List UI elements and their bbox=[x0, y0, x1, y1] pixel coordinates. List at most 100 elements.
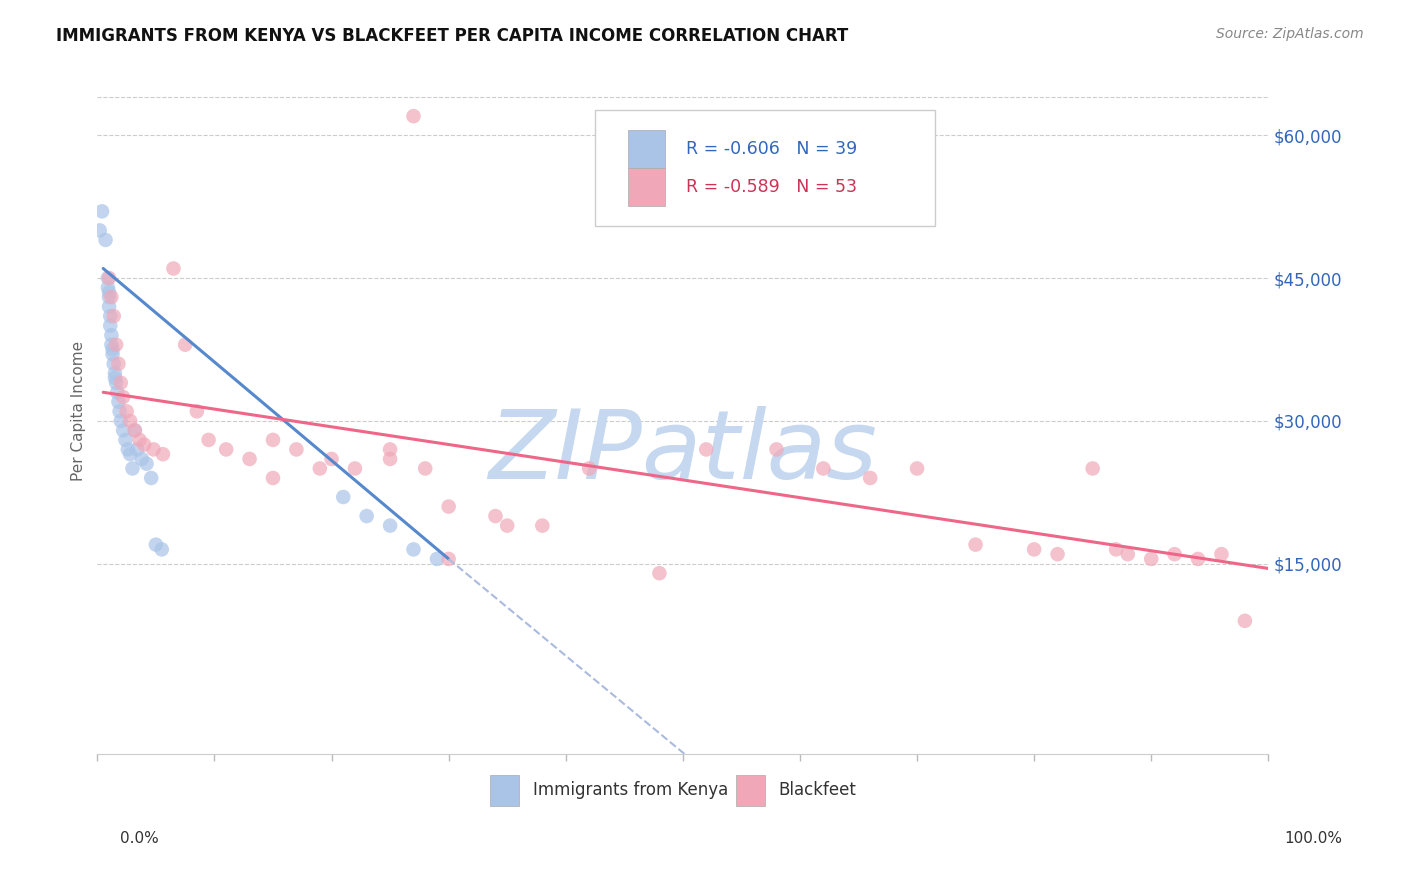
Point bbox=[91, 204, 114, 219]
Point bbox=[648, 566, 671, 581]
FancyBboxPatch shape bbox=[628, 168, 665, 206]
Point bbox=[98, 290, 121, 304]
Point bbox=[121, 461, 143, 475]
Point bbox=[103, 357, 125, 371]
Text: R = -0.589   N = 53: R = -0.589 N = 53 bbox=[686, 178, 858, 195]
FancyBboxPatch shape bbox=[735, 774, 765, 805]
Point bbox=[115, 404, 138, 418]
Text: ZIPatlas: ZIPatlas bbox=[488, 406, 877, 499]
Point bbox=[117, 442, 139, 457]
Point bbox=[402, 109, 425, 123]
Point bbox=[94, 233, 117, 247]
Point bbox=[215, 442, 238, 457]
Point bbox=[262, 471, 284, 485]
Point bbox=[174, 337, 197, 351]
Text: 100.0%: 100.0% bbox=[1285, 831, 1343, 846]
Point bbox=[239, 452, 262, 467]
Point bbox=[110, 414, 132, 428]
Text: R = -0.606   N = 39: R = -0.606 N = 39 bbox=[686, 140, 858, 158]
Point bbox=[135, 457, 157, 471]
Point bbox=[152, 447, 174, 461]
Point bbox=[426, 552, 449, 566]
Y-axis label: Per Capita Income: Per Capita Income bbox=[72, 342, 86, 482]
Point bbox=[531, 518, 554, 533]
Point bbox=[142, 442, 165, 457]
Point bbox=[578, 461, 600, 475]
Point bbox=[110, 376, 132, 390]
Point bbox=[965, 538, 987, 552]
Point bbox=[124, 423, 146, 437]
Point bbox=[262, 433, 284, 447]
Point bbox=[98, 309, 121, 323]
Point bbox=[378, 518, 401, 533]
Point bbox=[162, 261, 184, 276]
Point bbox=[100, 328, 122, 343]
Point bbox=[484, 509, 506, 524]
Point bbox=[145, 538, 167, 552]
Point bbox=[285, 442, 308, 457]
Point bbox=[127, 442, 149, 457]
Point bbox=[104, 366, 127, 380]
Point bbox=[402, 542, 425, 557]
Point bbox=[437, 552, 460, 566]
Point bbox=[128, 433, 150, 447]
Text: Immigrants from Kenya: Immigrants from Kenya bbox=[533, 781, 728, 799]
Point bbox=[1024, 542, 1046, 557]
Point bbox=[813, 461, 835, 475]
Point bbox=[98, 271, 121, 285]
Point bbox=[105, 376, 128, 390]
Point bbox=[695, 442, 717, 457]
Point bbox=[1116, 547, 1139, 561]
Point bbox=[378, 442, 401, 457]
Point bbox=[120, 447, 142, 461]
Point bbox=[97, 271, 120, 285]
Point bbox=[1211, 547, 1233, 561]
Point bbox=[1163, 547, 1185, 561]
Point bbox=[134, 437, 156, 451]
Point bbox=[186, 404, 208, 418]
Point bbox=[131, 452, 153, 467]
Point bbox=[97, 280, 120, 294]
Point bbox=[124, 423, 146, 437]
Point bbox=[107, 394, 129, 409]
Point bbox=[1140, 552, 1163, 566]
Point bbox=[378, 452, 401, 467]
Point bbox=[905, 461, 928, 475]
Point bbox=[356, 509, 378, 524]
FancyBboxPatch shape bbox=[628, 130, 665, 168]
Point bbox=[1081, 461, 1104, 475]
Point bbox=[104, 371, 127, 385]
Point bbox=[332, 490, 354, 504]
Point bbox=[413, 461, 436, 475]
Point bbox=[114, 433, 136, 447]
Point bbox=[197, 433, 219, 447]
Text: 0.0%: 0.0% bbox=[120, 831, 159, 846]
Point bbox=[437, 500, 460, 514]
Point bbox=[1233, 614, 1256, 628]
Point bbox=[308, 461, 330, 475]
Point bbox=[150, 542, 173, 557]
Point bbox=[103, 309, 125, 323]
FancyBboxPatch shape bbox=[489, 774, 519, 805]
Point bbox=[1187, 552, 1209, 566]
FancyBboxPatch shape bbox=[595, 110, 935, 227]
Point bbox=[89, 223, 111, 237]
Point bbox=[107, 357, 129, 371]
Point bbox=[98, 300, 121, 314]
Point bbox=[100, 337, 122, 351]
Point bbox=[101, 347, 124, 361]
Point bbox=[343, 461, 366, 475]
Point bbox=[141, 471, 163, 485]
Point bbox=[765, 442, 787, 457]
Text: IMMIGRANTS FROM KENYA VS BLACKFEET PER CAPITA INCOME CORRELATION CHART: IMMIGRANTS FROM KENYA VS BLACKFEET PER C… bbox=[56, 27, 848, 45]
Point bbox=[321, 452, 343, 467]
Text: Blackfeet: Blackfeet bbox=[779, 781, 856, 799]
Point bbox=[100, 290, 122, 304]
Text: Source: ZipAtlas.com: Source: ZipAtlas.com bbox=[1216, 27, 1364, 41]
Point bbox=[120, 414, 142, 428]
Point bbox=[496, 518, 519, 533]
Point bbox=[1105, 542, 1128, 557]
Point bbox=[101, 343, 124, 357]
Point bbox=[105, 337, 128, 351]
Point bbox=[98, 318, 121, 333]
